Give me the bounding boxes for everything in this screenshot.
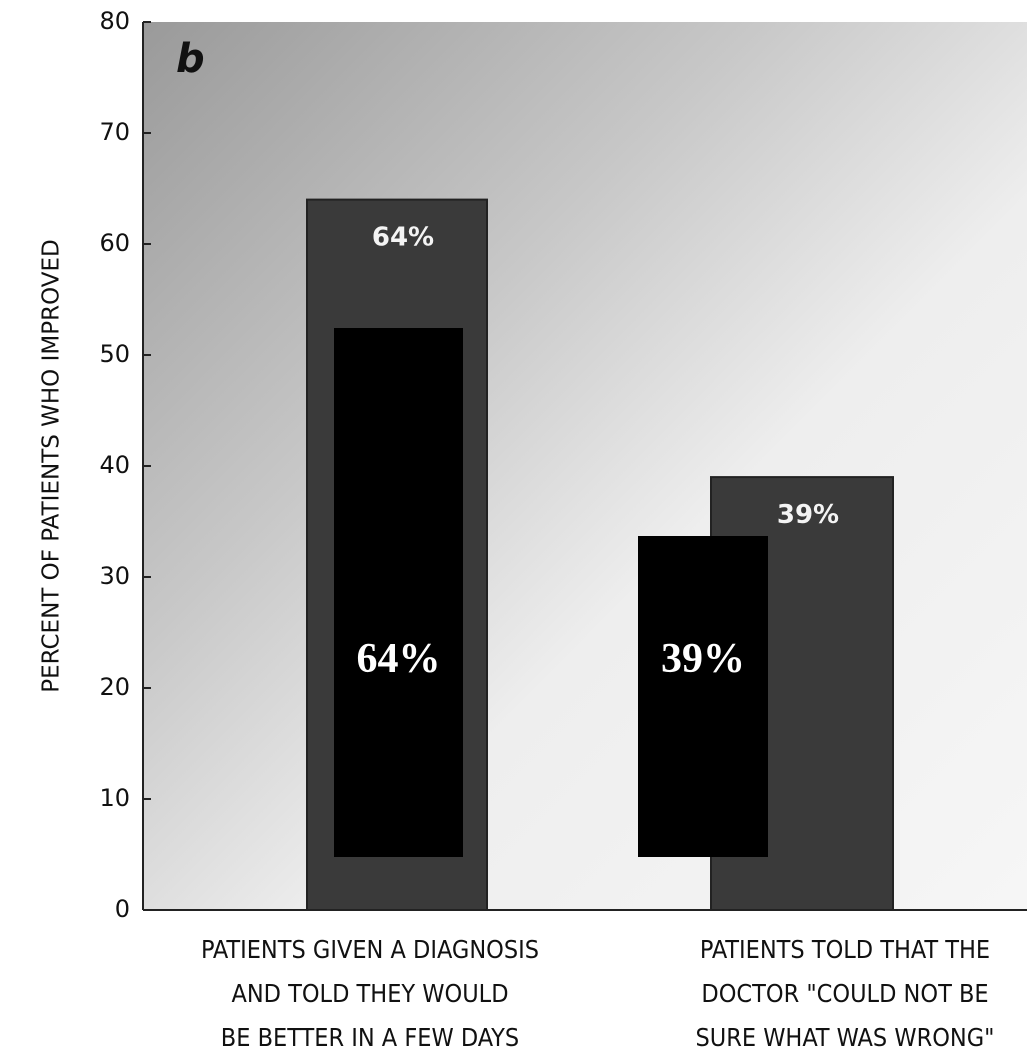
panel-label: b xyxy=(176,36,205,82)
y-tick-label: 50 xyxy=(99,340,130,368)
overlay-label: 39% xyxy=(661,636,745,682)
overlay-box xyxy=(638,536,768,857)
y-tick-label: 80 xyxy=(99,7,130,35)
value-label: 64% xyxy=(372,223,434,253)
y-tick-label: 0 xyxy=(115,895,130,923)
y-tick-label: 70 xyxy=(99,118,130,146)
y-axis-label: PERCENT OF PATIENTS WHO IMPROVED xyxy=(39,239,65,693)
y-tick-label: 40 xyxy=(99,451,130,479)
y-tick-label: 10 xyxy=(99,784,130,812)
photo-background xyxy=(144,22,1027,910)
y-tick-label: 20 xyxy=(99,673,130,701)
value-label: 39% xyxy=(777,500,839,530)
overlay-label: 64% xyxy=(357,636,441,682)
overlay-box xyxy=(334,328,463,857)
y-tick-label: 30 xyxy=(99,562,130,590)
y-tick-label: 60 xyxy=(99,229,130,257)
x-tick-label: PATIENTS GIVEN A DIAGNOSIS AND TOLD THEY… xyxy=(200,935,540,1052)
x-tick-label: PATIENTS TOLD THAT THE DOCTOR "COULD NOT… xyxy=(695,935,995,1052)
